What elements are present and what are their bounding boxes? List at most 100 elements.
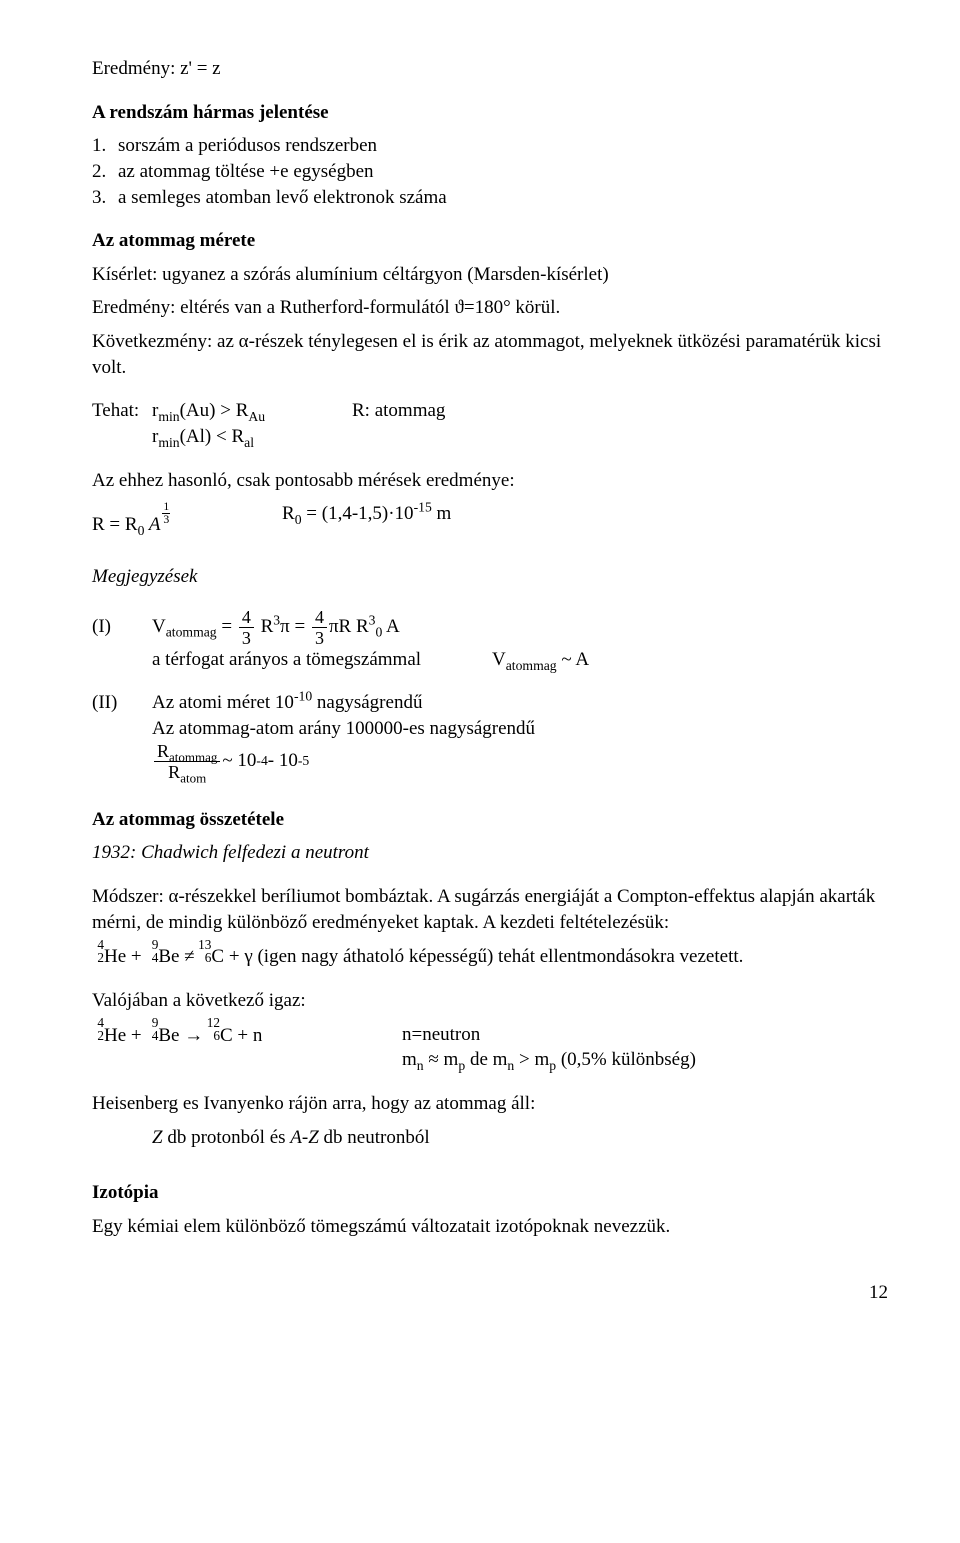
seg: n: [417, 1058, 424, 1073]
list-num: 3.: [92, 185, 118, 211]
tehat-line1: rmin(Au) > RAu: [152, 398, 352, 424]
note-ii-line3: Ratommag Ratom ~ 10-4 - 10-5: [152, 742, 535, 781]
seg: 4: [239, 608, 254, 628]
seg: He: [104, 946, 126, 967]
seg: m: [432, 503, 452, 524]
seg: + n: [233, 1025, 263, 1046]
seg: +: [126, 1025, 146, 1046]
seg: 2: [97, 949, 104, 967]
seg: π =: [280, 616, 310, 637]
seg: =: [217, 616, 237, 637]
seg: R: [256, 616, 273, 637]
seg: 4: [152, 949, 159, 967]
seg: 6: [213, 1027, 220, 1045]
list-text: sorszám a periódusos rendszerben: [118, 133, 377, 159]
reaction-2: 42He + 94Be → 126C + n: [92, 1022, 402, 1073]
consequence-line: Következmény: az α-részek ténylegesen el…: [92, 329, 888, 380]
seg: πR R: [329, 616, 369, 637]
list-item: 2. az atommag töltése +e egységben: [92, 159, 888, 185]
list-item: 3. a semleges atomban levő elektronok sz…: [92, 185, 888, 211]
seg: (Au) > R: [180, 400, 249, 421]
seg: 4: [312, 608, 327, 628]
list-num: 2.: [92, 159, 118, 185]
section-b-title: Az atommag mérete: [92, 228, 888, 254]
seg: = (1,4-1,5)·10: [302, 503, 414, 524]
seg: He: [104, 1025, 126, 1046]
note-ii: (II) Az atomi méret 10-10 nagyságrendű A…: [92, 690, 888, 780]
note-i: (I) Vatommag = 43 R3π = 43πR R30 A: [92, 608, 888, 647]
seg: A: [144, 514, 160, 535]
seg: (0,5% különbség): [556, 1049, 696, 1070]
note-ii-label: (II): [92, 690, 152, 780]
section-a-title: A rendszám hármas jelentése: [92, 100, 888, 126]
nuclide: 136: [199, 943, 211, 962]
reaction-2-annot: n=neutron mn ≈ mp de mn > mp (0,5% külön…: [402, 1022, 696, 1073]
nuclide: 94: [146, 943, 158, 962]
note-i-eq: Vatommag = 43 R3π = 43πR R30 A: [152, 608, 400, 647]
seg: ≈ m: [424, 1049, 459, 1070]
seg: atom: [180, 770, 206, 785]
heisenberg-line: Heisenberg es Ivanyenko rájön arra, hogy…: [92, 1091, 888, 1117]
seg: A: [382, 616, 399, 637]
nuclide: 94: [146, 1022, 158, 1041]
seg: al: [244, 435, 254, 450]
seg: m: [402, 1049, 417, 1070]
tehat-annot: R: atommag: [352, 398, 445, 424]
seg: Au: [248, 409, 265, 424]
reaction-2-row: 42He + 94Be → 126C + n n=neutron mn ≈ mp…: [92, 1022, 888, 1073]
note-i-line2: a térfogat arányos a tömegszámmal Vatomm…: [92, 647, 888, 673]
seg: V: [152, 616, 166, 637]
page-number: 12: [92, 1280, 888, 1306]
seg: C: [211, 946, 224, 967]
nuclide: 42: [92, 943, 104, 962]
n-neutron: n=neutron: [402, 1022, 696, 1048]
seg: 6: [205, 949, 212, 967]
seg: →: [179, 1025, 208, 1046]
radius-right: R0 = (1,4-1,5)·10-15 m: [282, 501, 451, 538]
seg: min: [158, 409, 179, 424]
seg: 3: [312, 628, 327, 647]
exp-frac: 13: [162, 501, 170, 526]
seg: C: [220, 1025, 233, 1046]
frac: Ratommag Ratom: [154, 742, 220, 781]
seg: Az atomi méret 10: [152, 692, 294, 713]
seg: nagyságrendű: [312, 692, 422, 713]
seg: Be: [158, 1025, 179, 1046]
list-num: 1.: [92, 133, 118, 159]
seg: ~ 10: [222, 748, 256, 774]
note-i-label: (I): [92, 614, 152, 640]
tehat-label: Tehat:: [92, 398, 152, 449]
nuclide: 126: [208, 1022, 220, 1041]
tehat-body: rmin(Au) > RAu R: atommag rmin(Al) < Ral: [152, 398, 445, 449]
section-c-subtitle: 1932: Chadwich felfedezi a neutront: [92, 840, 888, 866]
seg: R = R: [92, 514, 138, 535]
seg: A-Z: [290, 1127, 319, 1148]
seg: min: [158, 435, 179, 450]
note-ii-body: Az atomi méret 10-10 nagyságrendű Az ato…: [152, 690, 535, 780]
result-line-b: Eredmény: eltérés van a Rutherford-formu…: [92, 295, 888, 321]
section-d-title: Izotópia: [92, 1180, 888, 1206]
note-ii-line2: Az atommag-atom arány 100000-es nagyságr…: [152, 716, 535, 742]
seg: db protonból és: [163, 1127, 291, 1148]
seg: 4: [152, 1027, 159, 1045]
seg: +: [126, 946, 146, 967]
seg: Be: [158, 946, 179, 967]
radius-eq: R = R0 A13 R0 = (1,4-1,5)·10-15 m: [92, 501, 888, 538]
section-c-title: Az atommag összetétele: [92, 807, 888, 833]
note-i-line2-left: a térfogat arányos a tömegszámmal: [152, 647, 492, 673]
list-text: a semleges atomban levő elektronok száma: [118, 185, 447, 211]
seg: atommag: [506, 658, 557, 673]
result-line: Eredmény: z' = z: [92, 56, 888, 82]
valojaban-line: Valójában a következő igaz:: [92, 988, 888, 1014]
seg: - 10: [268, 748, 298, 774]
notes-title: Megjegyzések: [92, 564, 888, 590]
seg: atommag: [166, 624, 217, 639]
note-ii-line1: Az atomi méret 10-10 nagyságrendű: [152, 690, 535, 716]
method-line: Módszer: α-részekkel beríliumot bombázta…: [92, 884, 888, 935]
experiment-line: Kísérlet: ugyanez a szórás alumínium cél…: [92, 262, 888, 288]
heisenberg-sub: Z db protonból és A-Z db neutronból: [92, 1125, 888, 1151]
frac: 43: [239, 608, 254, 647]
seg: -10: [294, 689, 312, 704]
seg: db neutronból: [319, 1127, 430, 1148]
seg: ≠: [179, 946, 199, 967]
